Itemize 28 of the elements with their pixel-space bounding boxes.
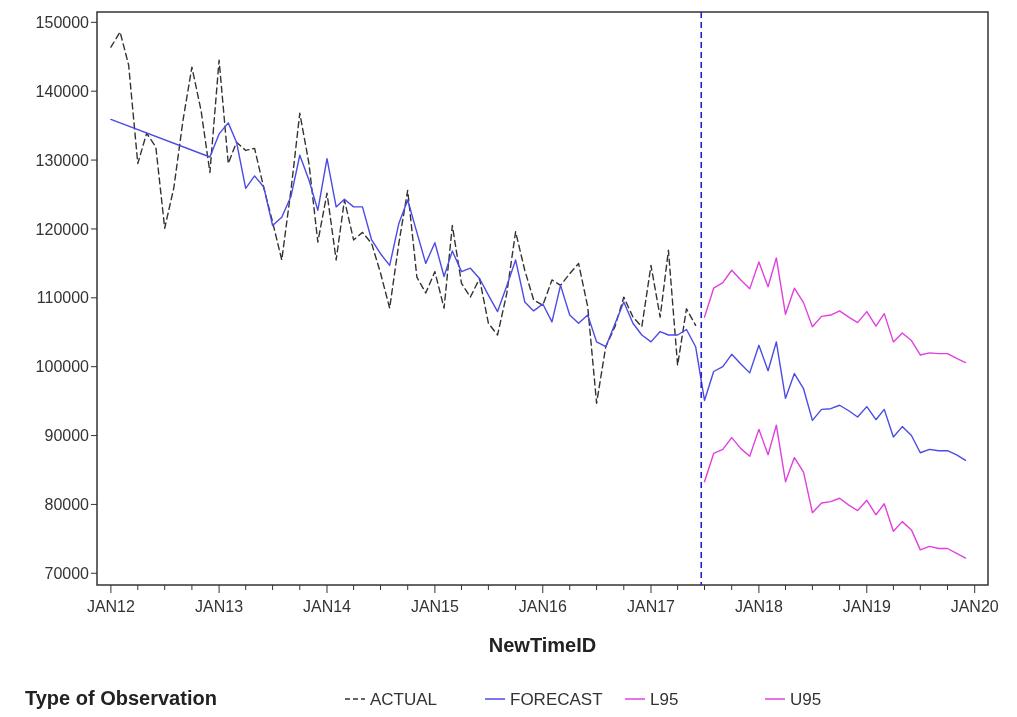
x-tick-label: JAN16 xyxy=(518,598,567,615)
line-series xyxy=(110,118,967,462)
x-tick-label: JAN17 xyxy=(626,598,676,615)
y-tick-label: 70000 xyxy=(44,564,90,582)
legend-label: ACTUAL xyxy=(370,690,438,709)
legend-label: FORECAST xyxy=(510,690,603,709)
legend-title: Type of Observation xyxy=(25,687,217,709)
x-tick-label: JAN19 xyxy=(842,598,891,615)
x-tick-label: JAN12 xyxy=(86,598,135,615)
line-series xyxy=(110,31,697,404)
line-series xyxy=(703,257,967,364)
y-tick-label: 80000 xyxy=(44,496,90,514)
y-tick-label: 100000 xyxy=(35,358,90,376)
x-tick-label: JAN18 xyxy=(734,598,783,615)
y-tick-label: 150000 xyxy=(35,13,90,31)
y-tick-label: 140000 xyxy=(35,82,90,100)
x-tick-label: JAN14 xyxy=(302,598,352,615)
y-tick-label: 90000 xyxy=(44,427,90,445)
legend-label: U95 xyxy=(790,690,822,709)
x-axis-title: NewTimeID xyxy=(488,634,597,656)
x-tick-label: JAN20 xyxy=(950,598,999,615)
y-tick-label: 130000 xyxy=(35,151,90,169)
x-tick-label: JAN13 xyxy=(195,598,244,615)
y-tick-label: 110000 xyxy=(36,289,90,307)
x-tick-label: JAN15 xyxy=(410,598,459,615)
y-tick-label: 120000 xyxy=(35,220,90,238)
line-series xyxy=(703,424,967,559)
legend-label: L95 xyxy=(650,690,679,709)
